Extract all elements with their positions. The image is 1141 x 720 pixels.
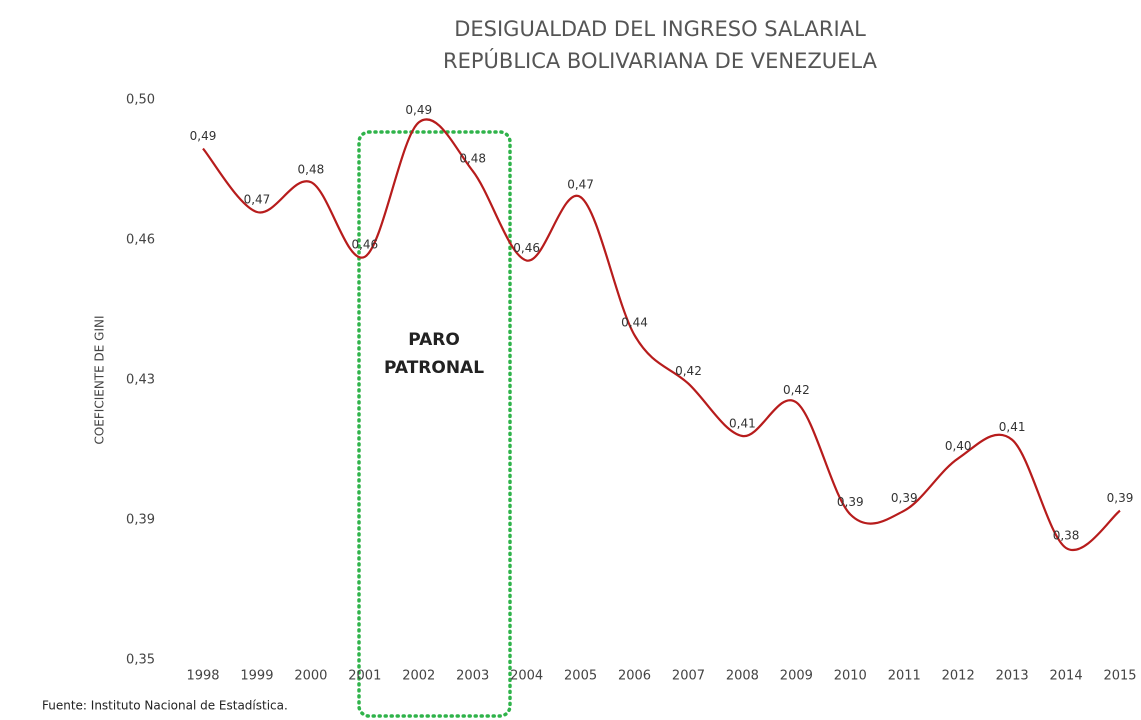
line (202, 118, 1121, 552)
data-label: 0,44 (621, 316, 648, 330)
data-label: 0,39 (1107, 491, 1134, 505)
source: Fuente: Instituto Nacional de Estadístic… (42, 699, 288, 713)
x-tick-label: 1999 (240, 669, 273, 684)
data-label: 0,47 (244, 193, 271, 207)
x-tick-label: 2008 (726, 669, 759, 684)
data-label: 0,42 (675, 364, 702, 378)
data-label: 0,49 (190, 129, 217, 143)
chart-title: REPÚBLICA BOLIVARIANA DE VENEZUELA (443, 48, 878, 73)
data-label: 0,48 (459, 151, 486, 165)
x-tick-label: 2015 (1103, 669, 1136, 684)
x-tick-label: 2009 (780, 669, 813, 684)
data-label: 0,39 (891, 491, 918, 505)
data-label: 0,49 (405, 103, 432, 117)
annotation: PARO (408, 330, 460, 350)
data-label: 0,38 (1053, 529, 1080, 543)
data-label: 0,46 (513, 241, 540, 255)
data-label: 0,47 (567, 178, 594, 192)
data-label: 0,41 (729, 417, 756, 431)
x-tick-label: 2002 (402, 669, 435, 684)
data-label: 0,46 (351, 237, 378, 251)
x-tick-label: 2012 (942, 669, 975, 684)
y-tick-label: 0,43 (126, 373, 155, 388)
y-tick-label: 0,50 (126, 93, 155, 108)
x-tick-label: 2006 (618, 669, 651, 684)
y-tick-label: 0,46 (126, 233, 155, 248)
x-tick-label: 2003 (456, 669, 489, 684)
data-label: 0,40 (945, 439, 972, 453)
x-tick-label: 2004 (510, 669, 543, 684)
x-tick-label: 1998 (186, 669, 219, 684)
data-label: 0,48 (298, 163, 325, 177)
data-label: 0,39 (837, 495, 864, 509)
x-tick-label: 2013 (996, 669, 1029, 684)
highlight-box (357, 130, 512, 718)
data-label: 0,42 (783, 383, 810, 397)
x-tick-label: 2001 (348, 669, 381, 684)
data-label: 0,41 (999, 420, 1026, 434)
x-tick-label: 2007 (672, 669, 705, 684)
annotation: PATRONAL (384, 358, 484, 378)
y-tick-label: 0,39 (126, 513, 155, 528)
x-tick-label: 2000 (294, 669, 327, 684)
x-tick-label: 2011 (888, 669, 921, 684)
x-tick-label: 2005 (564, 669, 597, 684)
x-tick-label: 2014 (1050, 669, 1083, 684)
x-tick-label: 2010 (834, 669, 867, 684)
y-axis-label: COEFICIENTE DE GINI (93, 315, 107, 444)
chart-title: DESIGUALDAD DEL INGRESO SALARIAL (454, 17, 866, 41)
y-tick-label: 0,35 (126, 653, 155, 668)
